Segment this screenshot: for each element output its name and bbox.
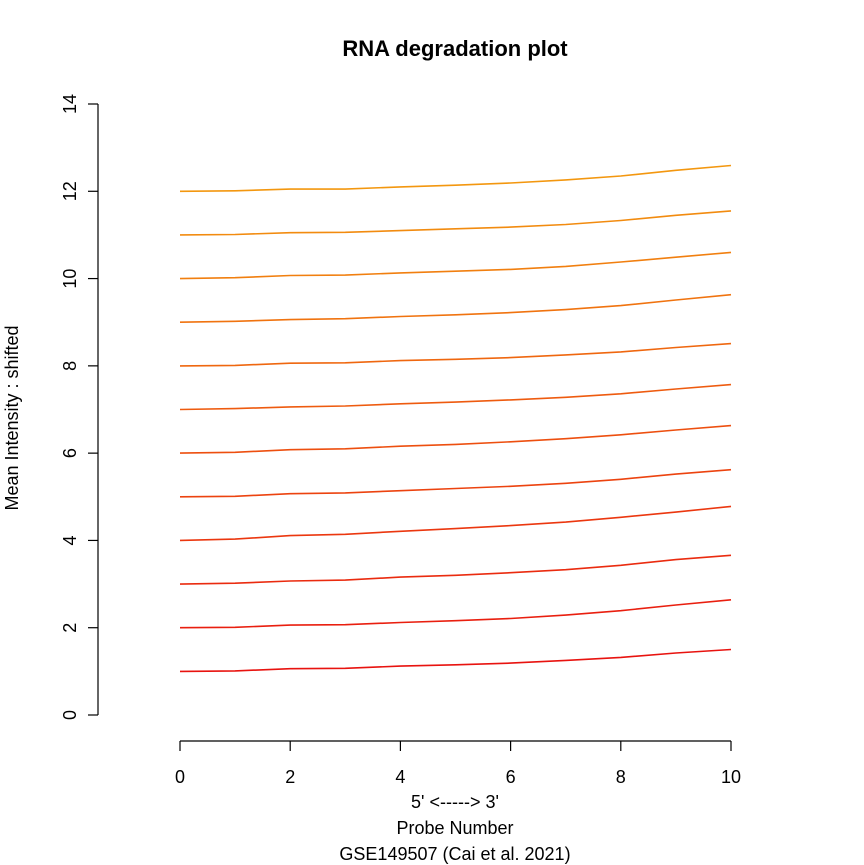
series-line-8 (179, 342, 732, 367)
series-line-4 (179, 505, 732, 542)
series-line-12 (179, 164, 732, 193)
x-axis-label-direction: 5' <-----> 3' (411, 792, 499, 812)
y-axis-label: Mean Intensity : shifted (2, 325, 22, 510)
x-tick-label: 0 (175, 767, 185, 787)
series-line-6 (179, 424, 732, 454)
x-tick-label: 6 (506, 767, 516, 787)
y-tick-label: 4 (60, 535, 80, 545)
x-axis-label: Probe Number (396, 818, 513, 838)
chart-title: RNA degradation plot (342, 36, 568, 61)
series-line-7 (179, 383, 732, 411)
x-tick-label: 8 (616, 767, 626, 787)
series-line-3 (179, 554, 732, 585)
y-axis: 0 2 4 6 8 10 12 14 (60, 94, 99, 720)
series-line-1 (179, 648, 732, 673)
series-line-10 (179, 251, 732, 280)
series-line-9 (179, 293, 732, 323)
x-tick-label: 4 (395, 767, 405, 787)
y-tick-label: 14 (60, 94, 80, 114)
series-line-2 (179, 599, 732, 629)
x-tick-label: 10 (721, 767, 741, 787)
series-line-5 (179, 468, 732, 498)
x-axis-label-source: GSE149507 (Cai et al. 2021) (339, 844, 570, 864)
x-tick-label: 2 (285, 767, 295, 787)
y-tick-label: 8 (60, 361, 80, 371)
y-tick-label: 10 (60, 269, 80, 289)
y-tick-label: 0 (60, 710, 80, 720)
series-group (179, 164, 732, 673)
y-tick-label: 6 (60, 448, 80, 458)
series-line-11 (179, 210, 732, 236)
y-tick-label: 12 (60, 181, 80, 201)
x-axis: 0 2 4 6 8 10 (175, 740, 741, 787)
y-tick-label: 2 (60, 623, 80, 633)
